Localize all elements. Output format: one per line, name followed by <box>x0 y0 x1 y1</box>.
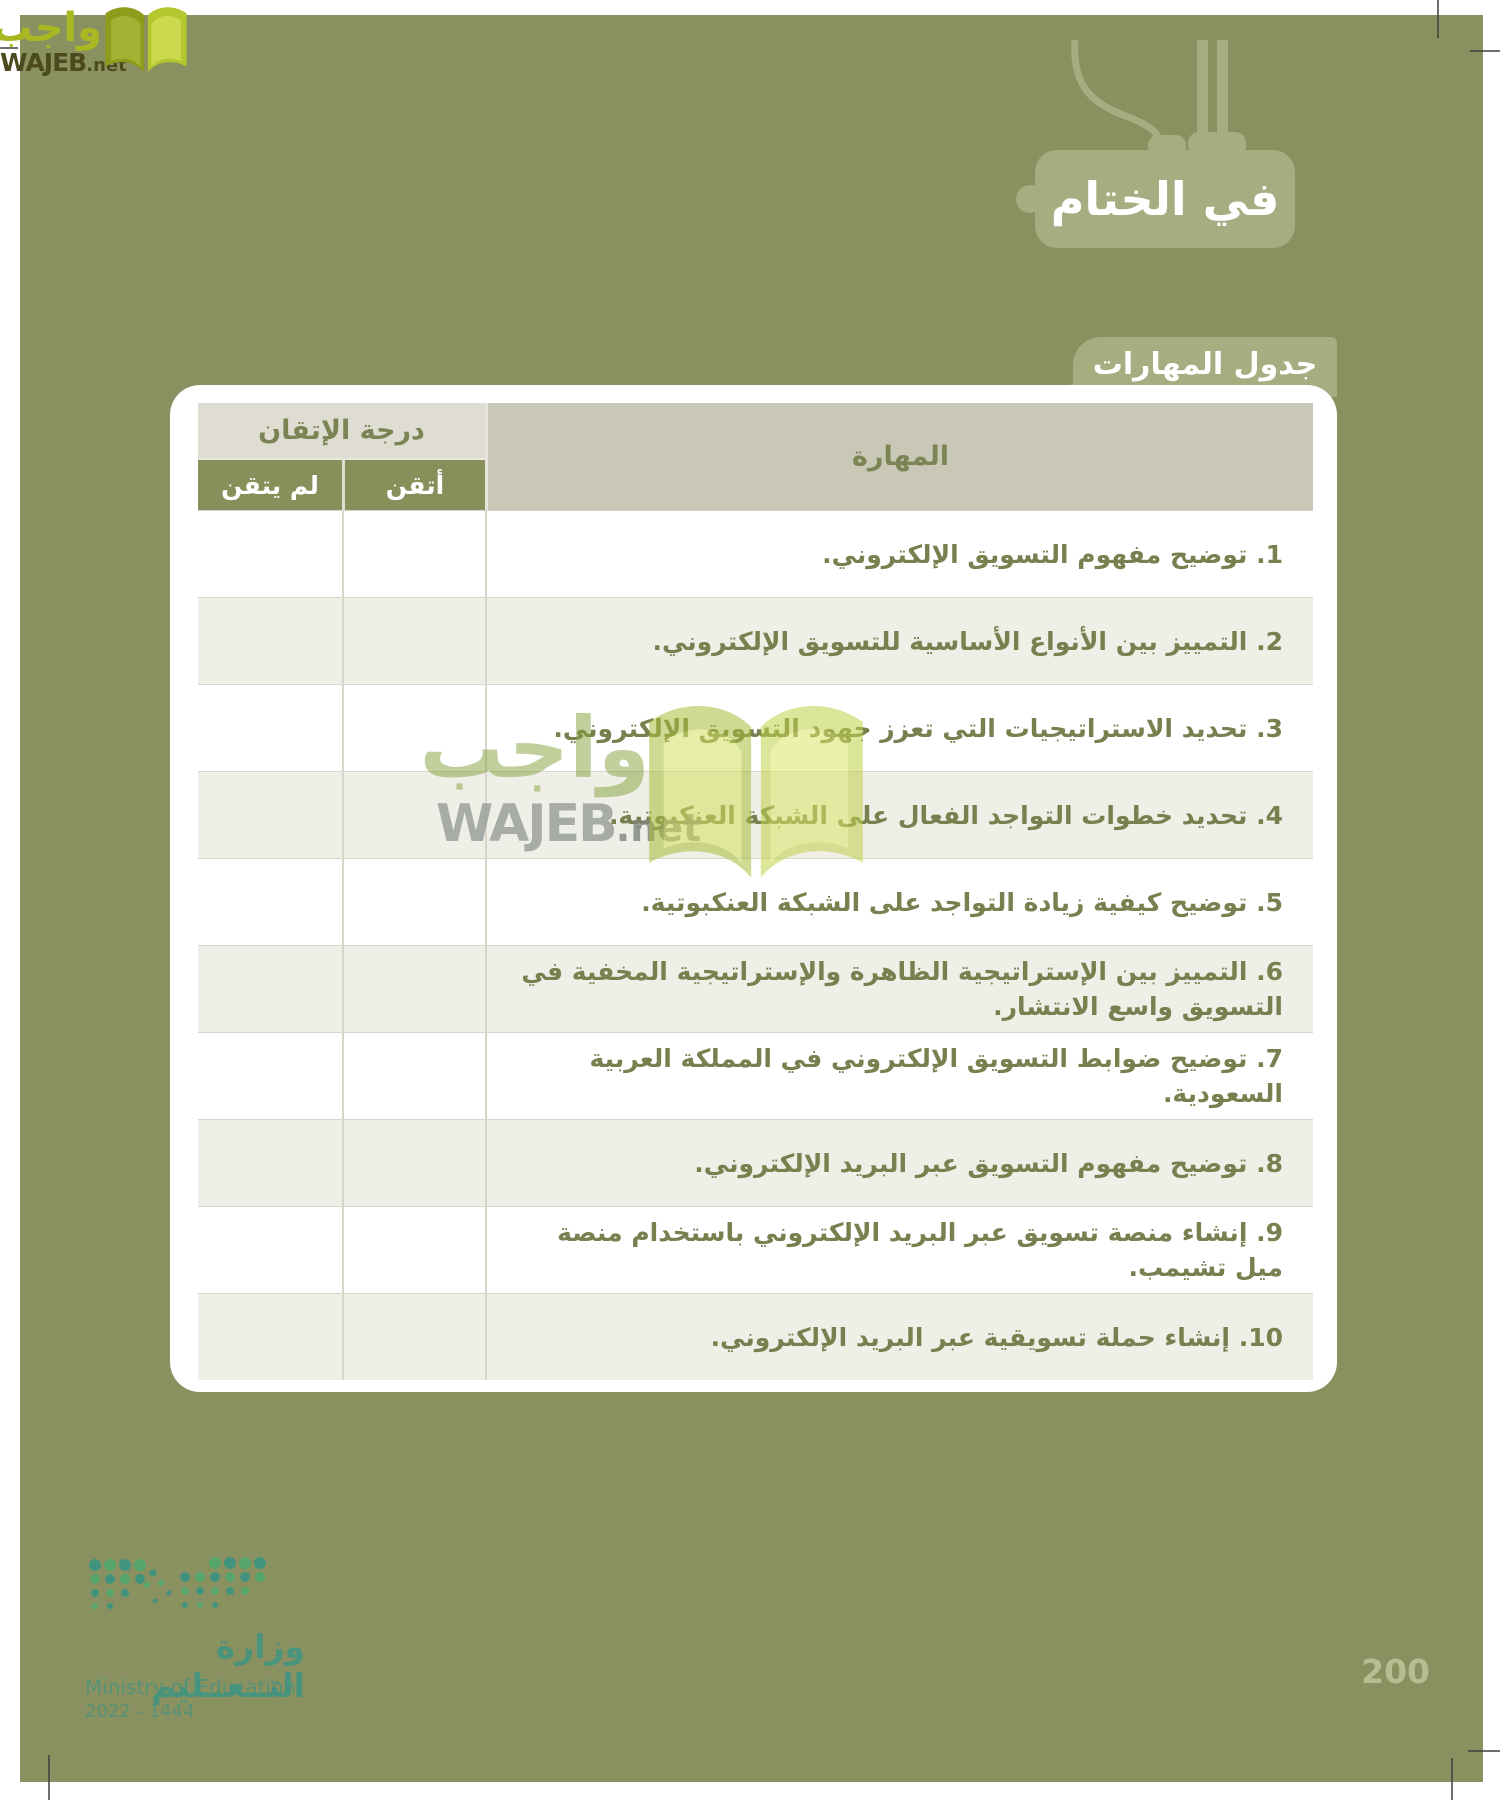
skills-card: المهارة درجة الإتقان أتقن لم يتقن 1. توض… <box>170 385 1337 1392</box>
skill-column-header: المهارة <box>485 403 1313 510</box>
not-mastered-checkbox-cell-2[interactable] <box>198 597 342 684</box>
mastered-checkbox-cell-8[interactable] <box>342 1119 485 1206</box>
wajeb-logo-latin-name: WAJEB <box>0 48 87 77</box>
skill-cell-2: 2. التمييز بين الأنواع الأساسية للتسويق … <box>485 597 1313 684</box>
skills-table: المهارة درجة الإتقان أتقن لم يتقن 1. توض… <box>198 403 1313 1380</box>
mastery-degree-header: درجة الإتقان <box>198 403 485 458</box>
col-header-not-mastered: لم يتقن <box>198 458 342 510</box>
mastered-checkbox-cell-1[interactable] <box>342 510 485 597</box>
skill-cell-5: 5. توضيح كيفية زيادة التواجد على الشبكة … <box>485 858 1313 945</box>
open-book-icon <box>105 7 187 73</box>
skill-cell-9: 9. إنشاء منصة تسويق عبر البريد الإلكترون… <box>485 1206 1313 1293</box>
crop-mark <box>1470 50 1500 52</box>
page-number: 200 <box>1361 1652 1430 1691</box>
crop-mark <box>0 47 18 49</box>
mastered-checkbox-cell-10[interactable] <box>342 1293 485 1380</box>
mastered-checkbox-cell-3[interactable] <box>342 684 485 771</box>
skill-cell-6: 6. التمييز بين الإستراتيجية الظاهرة والإ… <box>485 945 1313 1032</box>
mastered-checkbox-cell-9[interactable] <box>342 1206 485 1293</box>
mastered-checkbox-cell-6[interactable] <box>342 945 485 1032</box>
wajeb-logo-arabic: واجب <box>0 5 102 51</box>
col-header-mastered: أتقن <box>342 458 485 510</box>
skill-cell-3: 3. تحديد الاستراتيجيات التي تعزز جهود ال… <box>485 684 1313 771</box>
not-mastered-checkbox-cell-8[interactable] <box>198 1119 342 1206</box>
not-mastered-checkbox-cell-3[interactable] <box>198 684 342 771</box>
skill-cell-7: 7. توضيح ضوابط التسويق الإلكتروني في الم… <box>485 1032 1313 1119</box>
crop-mark <box>1468 1750 1500 1752</box>
wajeb-logo: واجب WAJEB.net <box>0 0 200 85</box>
ministry-name-english: Ministry of Education <box>85 1675 296 1699</box>
page-title: في الختام <box>1050 172 1280 226</box>
skill-cell-4: 4. تحديد خطوات التواجد الفعال على الشبكة… <box>485 771 1313 858</box>
ministry-logo-dots-icon <box>89 1557 266 1609</box>
crop-mark <box>48 1755 50 1800</box>
mastered-checkbox-cell-4[interactable] <box>342 771 485 858</box>
not-mastered-checkbox-cell-10[interactable] <box>198 1293 342 1380</box>
ministry-name-arabic: وزارة التــعــليم <box>151 1627 305 1705</box>
not-mastered-checkbox-cell-7[interactable] <box>198 1032 342 1119</box>
ministry-edition-year: 2022 - 1444 <box>85 1701 195 1722</box>
crop-mark <box>1437 0 1439 38</box>
not-mastered-checkbox-cell-5[interactable] <box>198 858 342 945</box>
mastered-checkbox-cell-2[interactable] <box>342 597 485 684</box>
mouse-cable-illustration <box>1016 39 1295 248</box>
not-mastered-checkbox-cell-1[interactable] <box>198 510 342 597</box>
skill-cell-10: 10. إنشاء حملة تسويقية عبر البريد الإلكت… <box>485 1293 1313 1380</box>
ministry-logo: وزارة التــعــليم Ministry of Education … <box>85 1555 345 1722</box>
not-mastered-checkbox-cell-6[interactable] <box>198 945 342 1032</box>
wajeb-logo-latin: WAJEB.net <box>0 48 127 77</box>
mastered-checkbox-cell-5[interactable] <box>342 858 485 945</box>
not-mastered-checkbox-cell-4[interactable] <box>198 771 342 858</box>
not-mastered-checkbox-cell-9[interactable] <box>198 1206 342 1293</box>
crop-mark <box>1451 1758 1453 1800</box>
skill-cell-8: 8. توضيح مفهوم التسويق عبر البريد الإلكت… <box>485 1119 1313 1206</box>
skill-cell-1: 1. توضيح مفهوم التسويق الإلكتروني. <box>485 510 1313 597</box>
mastered-checkbox-cell-7[interactable] <box>342 1032 485 1119</box>
